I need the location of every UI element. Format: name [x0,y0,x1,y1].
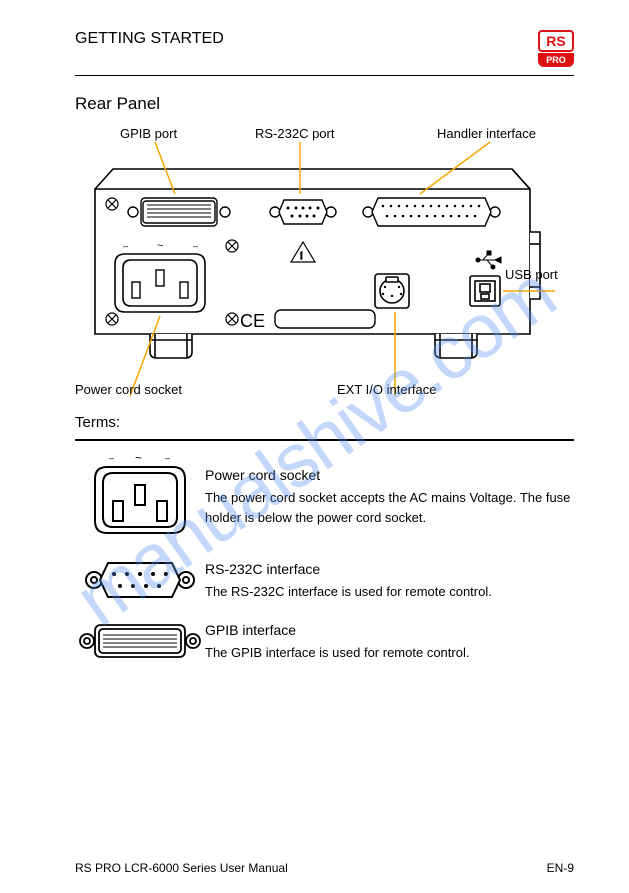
term-gpib-desc: The GPIB interface is used for remote co… [205,645,469,660]
header-category: GETTING STARTED [75,30,224,48]
term-row-power: – ~ – Power cord socket The power cord s… [75,451,574,541]
svg-text:–: – [123,241,128,251]
footer: RS PRO LCR-6000 Series User Manual EN-9 [75,861,574,875]
term-row-rs232: RS-232C interface The RS-232C interface … [75,555,574,605]
footer-left: RS PRO LCR-6000 Series User Manual [75,861,288,875]
callout-rs232: RS-232C port [255,126,334,141]
logo-text-bottom: PRO [538,53,574,67]
term-gpib-title: GPIB interface [205,620,574,641]
svg-text:–: – [165,453,170,463]
svg-text:~: ~ [135,451,142,465]
terms-heading: Terms: [75,414,574,431]
footer-right: EN-9 [547,861,574,875]
brand-logo: RS PRO [538,30,574,67]
term-rs232-title: RS-232C interface [205,559,574,580]
divider [75,439,574,441]
svg-text:~: ~ [157,240,163,252]
logo-text-top: RS [538,30,574,52]
svg-text:CE: CE [240,311,265,331]
term-row-gpib: GPIB interface The GPIB interface is use… [75,619,574,663]
callout-power: Power cord socket [75,382,195,397]
rs232-icon [75,555,205,605]
section-title: Rear Panel [75,94,574,114]
callout-gpib: GPIB port [120,126,177,141]
header: GETTING STARTED RS PRO [75,30,574,76]
svg-text:–: – [109,453,114,463]
svg-text:–: – [193,241,198,251]
rear-panel-diagram: – ~ – ! CE [75,134,565,404]
callout-ext: EXT I/O interface [337,382,457,397]
term-power-title: Power cord socket [205,465,574,486]
term-power-desc: The power cord socket accepts the AC mai… [205,490,570,525]
gpib-icon [75,619,205,663]
svg-text:!: ! [300,251,303,262]
callout-usb: USB port [505,267,565,282]
term-rs232-desc: The RS-232C interface is used for remote… [205,584,492,599]
callout-handler: Handler interface [437,126,536,141]
power-socket-icon: – ~ – [75,451,205,541]
